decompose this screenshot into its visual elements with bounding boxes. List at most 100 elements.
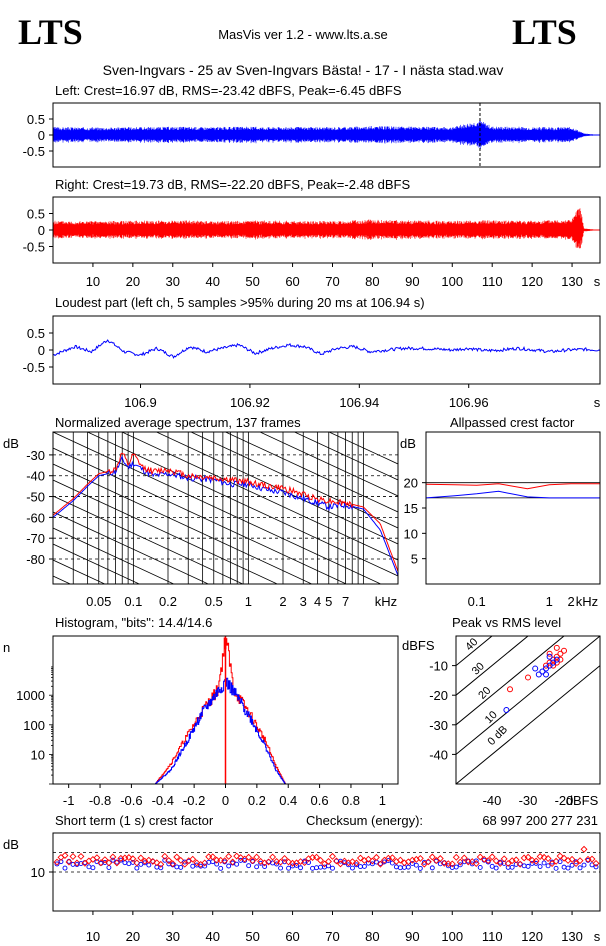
short-term-crest-xtick-label: 50	[245, 929, 259, 944]
avg-spectrum-ytick-label: -60	[26, 510, 45, 525]
short-term-crest-point-right	[77, 852, 85, 860]
short-term-crest-point-right	[313, 853, 320, 861]
peak-vs-rms-point	[553, 659, 560, 666]
short-term-crest-point-left	[477, 864, 483, 870]
histogram-xtick-label: -0.6	[120, 793, 142, 808]
short-term-crest-point-left	[282, 859, 288, 865]
short-term-crest-xtick-label: 90	[405, 929, 419, 944]
avg-spectrum-xtick-label: 1	[245, 594, 252, 609]
short-term-crest-point-right	[576, 857, 584, 865]
short-term-crest-xtick-label: 60	[285, 929, 299, 944]
histogram-xtick-label: -0.4	[152, 793, 174, 808]
short-term-crest-point-right	[416, 854, 424, 862]
short-term-crest-point-left	[254, 864, 260, 870]
right-waveform-xtick-label: 50	[245, 274, 259, 289]
short-term-crest-point-left	[569, 862, 575, 868]
loudest-part-xtick-label: 106.92	[230, 395, 270, 410]
short-term-crest-point-right	[121, 854, 129, 862]
peak-vs-rms-point	[507, 686, 513, 693]
short-term-crest-point-right	[181, 860, 189, 868]
right-waveform-xtick-label: 30	[166, 274, 180, 289]
short-term-crest-point-right	[249, 857, 257, 865]
short-term-crest-point-right	[277, 858, 285, 866]
peak-vs-rms-point	[557, 650, 564, 657]
short-term-crest-point-right	[93, 854, 101, 862]
short-term-crest-point-left	[346, 862, 351, 868]
avg-spectrum-ytick-label: -50	[26, 490, 45, 505]
short-term-crest-point-left	[118, 857, 124, 863]
short-term-crest-xtick-label: 70	[325, 929, 339, 944]
avg-spectrum-ylabel: dB	[3, 436, 19, 451]
avg-spectrum-title: Normalized average spectrum, 137 frames	[55, 415, 301, 430]
short-term-crest-point-right	[301, 859, 309, 867]
histogram-series-line	[154, 677, 286, 785]
right-waveform-xunit: s	[594, 274, 601, 289]
short-term-crest-point-right	[189, 855, 197, 863]
right-waveform-xtick-label: 40	[205, 274, 219, 289]
short-term-crest-point-right	[580, 845, 588, 853]
peak-vs-rms-point	[553, 653, 560, 660]
allpassed-crest-xtick-label: 0.1	[468, 594, 486, 609]
short-term-crest-point-right	[464, 858, 472, 866]
short-term-crest-point-left	[234, 861, 240, 867]
short-term-crest-point-right	[396, 856, 404, 864]
short-term-crest-point-right	[376, 860, 384, 868]
short-term-crest-point-right	[117, 854, 125, 862]
short-term-crest-point-right	[372, 853, 380, 861]
short-term-crest-xunit: s	[594, 929, 601, 944]
short-term-crest-point-right	[73, 859, 81, 867]
short-term-crest-point-right	[472, 860, 480, 867]
short-term-crest-point-left	[453, 864, 459, 870]
short-term-crest-point-right	[352, 859, 360, 867]
short-term-crest-point-left	[525, 863, 531, 869]
peak-vs-rms-point	[543, 662, 549, 669]
short-term-crest-point-left	[353, 862, 359, 868]
avg-spectrum-slope-lines	[53, 432, 398, 584]
peak-vs-rms-point	[557, 656, 564, 663]
loudest-part-xtick-label: 106.96	[449, 395, 489, 410]
short-term-crest-point-right	[81, 859, 89, 867]
short-term-crest-point-left	[246, 863, 252, 869]
right-waveform-xtick-label: 100	[441, 274, 463, 289]
allpassed-crest-series-line	[425, 490, 600, 499]
short-term-crest-point-right	[588, 855, 596, 863]
peak-vs-rms-xunit: dBFS	[566, 793, 599, 808]
short-term-crest-point-right	[161, 852, 169, 860]
short-term-crest-point-left	[493, 865, 499, 871]
avg-spectrum-xtick-label: 0.5	[205, 594, 223, 609]
short-term-crest-point-right	[436, 855, 444, 862]
histogram-ytick-label: 1000	[16, 688, 45, 703]
peak-vs-rms-point	[550, 656, 557, 663]
short-term-crest-point-right	[265, 858, 273, 866]
short-term-crest-point-right	[201, 859, 209, 867]
peak-vs-rms-point	[553, 656, 560, 663]
peak-vs-rms-title: Peak vs RMS level	[452, 615, 561, 630]
short-term-crest-ylabel: dB	[3, 837, 19, 852]
short-term-crest-point-left	[369, 861, 375, 867]
right-waveform-xtick-label: 110	[482, 274, 503, 289]
peak-vs-rms-point	[532, 665, 539, 672]
peak-vs-rms-xtick-label: -20	[555, 793, 574, 808]
short-term-crest-xtick-label: 120	[521, 929, 543, 944]
short-term-crest-point-left	[54, 861, 60, 867]
short-term-crest-point-right	[524, 853, 532, 861]
short-term-crest-point-right	[329, 852, 336, 860]
short-term-crest-point-right	[572, 860, 580, 867]
allpassed-crest-series-line	[425, 483, 600, 490]
short-term-crest-point-left	[445, 863, 451, 869]
short-term-crest-point-left	[286, 865, 292, 871]
loudest-part-xtick-label: 106.9	[124, 395, 157, 410]
short-term-crest-xtick-label: 10	[86, 929, 100, 944]
loudest-part-xtick-label: 106.94	[339, 395, 379, 410]
short-term-crest-point-left	[533, 860, 539, 866]
right-waveform-xtick-label: 90	[405, 274, 419, 289]
histogram-xtick-label: 0.6	[311, 793, 329, 808]
short-term-crest-point-right	[165, 857, 173, 864]
short-term-crest-point-right	[317, 856, 324, 864]
short-term-crest-point-left	[262, 864, 268, 869]
left-waveform-ytick-label: 0	[38, 128, 45, 143]
peak-vs-rms-point	[543, 671, 549, 678]
app-title: MasVis ver 1.2 - www.lts.a.se	[218, 27, 388, 42]
short-term-crest-point-left	[218, 865, 224, 871]
short-term-crest-point-left	[409, 861, 415, 867]
